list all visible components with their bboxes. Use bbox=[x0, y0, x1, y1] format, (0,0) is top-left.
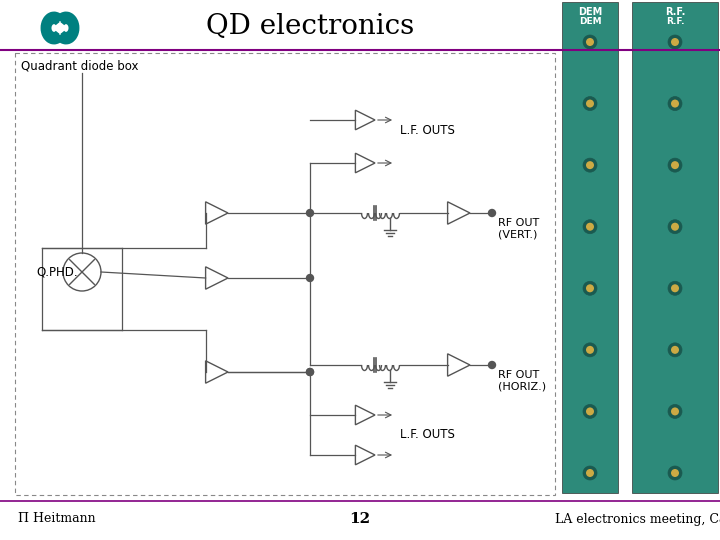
Circle shape bbox=[668, 97, 682, 111]
Circle shape bbox=[586, 99, 594, 107]
Circle shape bbox=[668, 281, 682, 295]
Text: RF OUT
(HORIZ.): RF OUT (HORIZ.) bbox=[498, 370, 546, 392]
Text: 12: 12 bbox=[349, 512, 371, 526]
Circle shape bbox=[488, 361, 495, 368]
Circle shape bbox=[583, 281, 597, 295]
Circle shape bbox=[671, 407, 679, 415]
Circle shape bbox=[668, 466, 682, 480]
Circle shape bbox=[668, 404, 682, 418]
Text: Quadrant diode box: Quadrant diode box bbox=[21, 59, 138, 72]
Circle shape bbox=[583, 404, 597, 418]
Circle shape bbox=[671, 284, 679, 292]
Circle shape bbox=[586, 222, 594, 231]
Text: Π Heitmann: Π Heitmann bbox=[18, 512, 96, 525]
Circle shape bbox=[583, 343, 597, 357]
Circle shape bbox=[583, 220, 597, 234]
Text: Q.PHD.: Q.PHD. bbox=[36, 266, 78, 279]
Circle shape bbox=[488, 210, 495, 217]
Circle shape bbox=[671, 346, 679, 354]
Circle shape bbox=[671, 161, 679, 169]
Circle shape bbox=[668, 220, 682, 234]
Circle shape bbox=[307, 274, 313, 281]
Circle shape bbox=[671, 222, 679, 231]
Bar bbox=[15, 53, 555, 495]
Text: RF OUT
(VERT.): RF OUT (VERT.) bbox=[498, 218, 539, 240]
Circle shape bbox=[586, 346, 594, 354]
Circle shape bbox=[307, 210, 313, 217]
Circle shape bbox=[583, 158, 597, 172]
Circle shape bbox=[307, 368, 313, 375]
Circle shape bbox=[668, 343, 682, 357]
Circle shape bbox=[586, 161, 594, 169]
Bar bbox=[632, 2, 718, 493]
Text: L.F. OUTS: L.F. OUTS bbox=[400, 124, 455, 137]
Text: DEM: DEM bbox=[578, 7, 602, 17]
Circle shape bbox=[668, 35, 682, 49]
Circle shape bbox=[586, 469, 594, 477]
Circle shape bbox=[671, 469, 679, 477]
Bar bbox=[562, 2, 618, 493]
Circle shape bbox=[586, 284, 594, 292]
Circle shape bbox=[668, 158, 682, 172]
Circle shape bbox=[671, 99, 679, 107]
Text: LA electronics meeting, Cascina, 25.01.2006: LA electronics meeting, Cascina, 25.01.2… bbox=[555, 512, 720, 525]
Circle shape bbox=[671, 38, 679, 46]
Text: R.F.: R.F. bbox=[666, 17, 684, 26]
Circle shape bbox=[586, 38, 594, 46]
Text: L.F. OUTS: L.F. OUTS bbox=[400, 429, 455, 442]
Text: DEM: DEM bbox=[579, 17, 601, 26]
Circle shape bbox=[583, 35, 597, 49]
Circle shape bbox=[583, 466, 597, 480]
Text: R.F.: R.F. bbox=[665, 7, 685, 17]
Circle shape bbox=[586, 407, 594, 415]
Circle shape bbox=[583, 97, 597, 111]
Circle shape bbox=[307, 368, 313, 375]
Text: QD electronics: QD electronics bbox=[206, 14, 414, 40]
